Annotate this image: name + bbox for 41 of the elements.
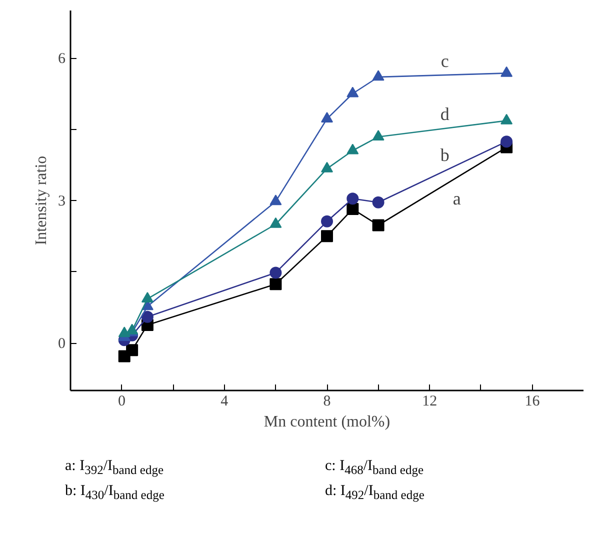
point bbox=[372, 196, 384, 208]
point bbox=[500, 136, 513, 148]
text: a: I$_{392}$/I$_{band edge}$ bbox=[65, 458, 164, 477]
x-axis-title: Mn content (mol%) bbox=[264, 414, 390, 430]
series-label: a bbox=[452, 188, 461, 208]
x-tick-label: 16 bbox=[524, 394, 540, 410]
point bbox=[346, 192, 359, 205]
point bbox=[346, 86, 359, 98]
y-tick-label: 3 bbox=[58, 194, 66, 210]
point bbox=[270, 266, 282, 279]
point bbox=[270, 194, 282, 206]
y-axis-title: Intensity ratio bbox=[33, 156, 50, 246]
point bbox=[321, 112, 333, 122]
point bbox=[141, 310, 154, 323]
point bbox=[270, 217, 282, 228]
x-tick-label: 8 bbox=[323, 394, 331, 410]
point bbox=[118, 326, 130, 338]
y-tick-label: 0 bbox=[58, 336, 66, 352]
point bbox=[500, 114, 513, 124]
point bbox=[321, 215, 333, 228]
series-label: c bbox=[440, 50, 449, 71]
point bbox=[321, 162, 333, 172]
text: b: I$_{430}$/I$_{band edge}$ bbox=[65, 482, 164, 502]
point bbox=[346, 144, 359, 154]
text: d: I$_{492}$/I$_{band edge}$ bbox=[325, 482, 424, 502]
point bbox=[141, 292, 154, 302]
point bbox=[321, 230, 333, 242]
point bbox=[372, 130, 384, 141]
series-label: d bbox=[440, 104, 450, 124]
point bbox=[372, 219, 384, 232]
point bbox=[126, 344, 138, 356]
series-label: b bbox=[440, 144, 450, 165]
point bbox=[270, 278, 282, 290]
x-tick-label: 0 bbox=[118, 394, 126, 410]
point bbox=[346, 203, 359, 216]
x-tick-label: 12 bbox=[422, 394, 438, 410]
y-tick-label: 6 bbox=[58, 51, 66, 67]
text: c: I$_{468}$/I$_{band edge}$ bbox=[325, 458, 424, 477]
x-tick-label: 4 bbox=[220, 394, 229, 410]
point bbox=[500, 66, 513, 77]
point bbox=[372, 70, 384, 81]
